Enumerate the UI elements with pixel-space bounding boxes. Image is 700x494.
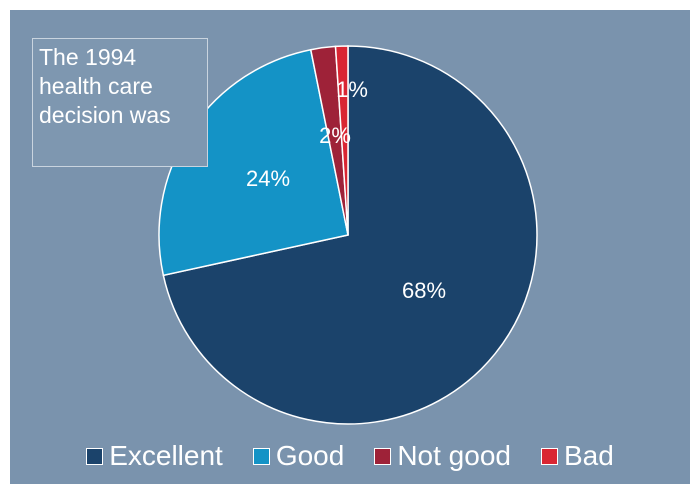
chart-title: The 1994 health care decision was <box>32 38 208 167</box>
chart-title-line-1: The 1994 <box>39 44 137 70</box>
chart-legend: Excellent Good Not good Bad <box>10 436 690 476</box>
legend-label-not-good: Not good <box>397 440 511 471</box>
legend-item-excellent: Excellent <box>86 440 223 472</box>
legend-label-excellent: Excellent <box>109 440 223 471</box>
legend-label-good: Good <box>275 440 345 471</box>
data-label-bad: 1% <box>336 77 368 102</box>
legend-item-bad: Bad <box>540 440 614 472</box>
pie-chart: 68% 24% 2% 1% <box>158 45 538 425</box>
pie-slice-excellent <box>162 45 538 425</box>
legend-item-not-good: Not good <box>374 440 511 472</box>
data-label-excellent: 68% <box>402 278 446 303</box>
pie-slices <box>158 45 538 425</box>
chart-title-line-3: decision was <box>39 102 171 128</box>
chart-title-line-2: health care <box>39 73 153 99</box>
legend-swatch-bad <box>540 447 558 465</box>
legend-swatch-good <box>252 447 270 465</box>
data-label-good: 24% <box>246 166 290 191</box>
pie-data-labels: 68% 24% 2% 1% <box>246 77 446 303</box>
pie-slice-bad <box>334 45 349 236</box>
data-label-not-good: 2% <box>319 123 351 148</box>
legend-swatch-not-good <box>374 447 392 465</box>
legend-label-bad: Bad <box>563 440 614 471</box>
legend-swatch-excellent <box>86 447 104 465</box>
chart-panel: 68% 24% 2% 1% The 1994 health care decision… <box>10 10 690 484</box>
legend-item-good: Good <box>252 440 345 472</box>
